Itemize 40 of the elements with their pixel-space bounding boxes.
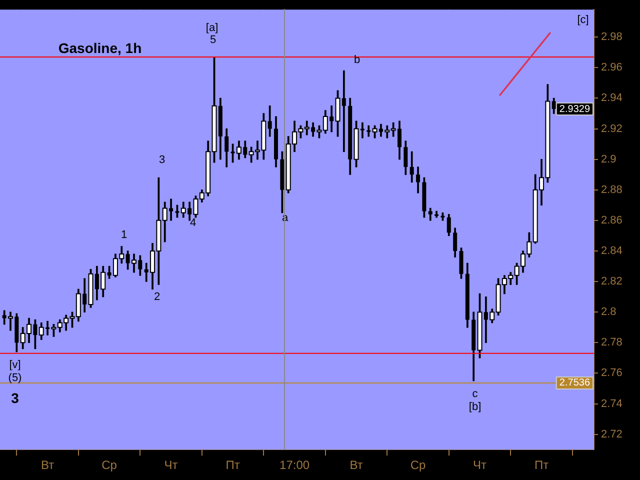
x-tick-label: Ср (410, 458, 426, 472)
x-tick-label: Чт (473, 458, 488, 472)
annotation: [a] (206, 22, 218, 34)
annotation: 5 (210, 34, 216, 46)
y-tick-label: 2.76 (601, 367, 622, 380)
y-tick-label: 2.98 (601, 31, 622, 44)
x-tick-label: Вт (40, 458, 55, 472)
y-tick-label: 2.72 (601, 428, 622, 440)
annotation: (5) (8, 372, 22, 384)
text: Gasoline, 1h (57, 40, 143, 56)
annotation: 1 (120, 229, 128, 242)
y-tick-label: 2.84 (601, 245, 622, 258)
y-tick-label: 2.9 (601, 153, 616, 166)
ref-line-label: 2.7536 (559, 378, 590, 389)
x-tick-label: Пт (534, 458, 550, 472)
x-tick-label: Пт (226, 458, 240, 472)
annotation: 2.9329 (559, 104, 590, 115)
x-tick-label: 17:00 (280, 458, 310, 472)
annotation: b (354, 54, 360, 66)
x-tick-label: Ср (102, 458, 118, 472)
x-tick-label: Чт (164, 458, 178, 472)
y-tick-label: 2.86 (601, 214, 622, 226)
x-tick-label: Вт (350, 458, 364, 472)
y-tick-label: 2.88 (601, 184, 622, 196)
annotation: [v] (9, 359, 21, 372)
annotation: 3 (158, 154, 166, 166)
annotation: c (472, 388, 478, 400)
candlestick (366, 125, 371, 137)
y-tick-label: 2.82 (601, 276, 622, 288)
text: [c] (577, 14, 589, 26)
y-tick-label: 2.94 (601, 92, 622, 104)
annotation: [b] (468, 401, 482, 414)
y-tick-label: 2.74 (601, 398, 622, 410)
y-tick-label: 2.8 (601, 306, 616, 318)
y-tick-label: 2.78 (601, 336, 622, 349)
annotation: 3 (11, 390, 20, 406)
annotation: 4 (190, 217, 196, 230)
y-tick-label: 2.96 (601, 62, 622, 74)
annotation: 2 (154, 291, 160, 304)
y-tick-label: 2.92 (601, 122, 622, 135)
